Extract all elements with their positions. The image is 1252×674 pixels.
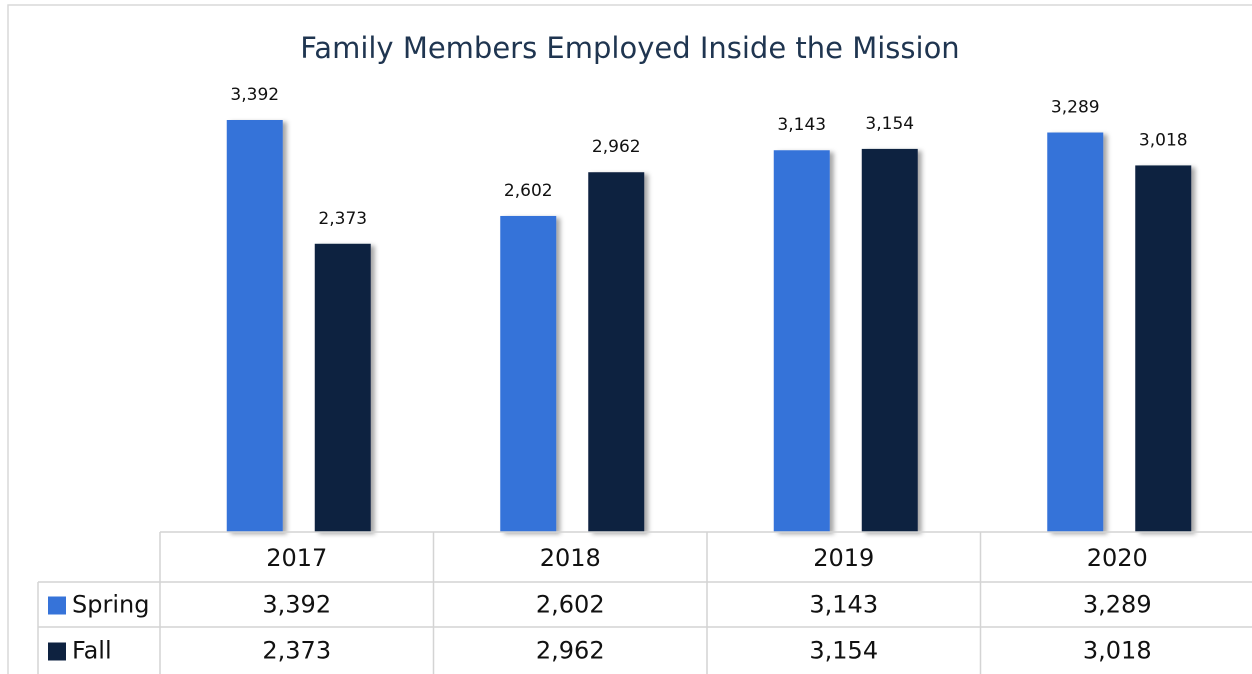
x-tick-label: 2017: [266, 544, 327, 572]
bar: [500, 215, 557, 532]
table-cell: 2,962: [536, 637, 605, 665]
legend-key: [48, 642, 66, 661]
data-label: 3,392: [230, 85, 279, 105]
data-label: 2,373: [318, 209, 367, 229]
bar: [226, 120, 283, 532]
data-label: 2,962: [592, 137, 641, 157]
bar: [1047, 132, 1104, 532]
table-cell: 3,154: [809, 637, 878, 665]
table-cell: 3,018: [1083, 637, 1152, 665]
legend-key: [48, 596, 66, 615]
table-cell: 2,602: [536, 591, 605, 619]
bar: [773, 150, 830, 532]
table-cell: 3,143: [809, 591, 878, 619]
bar: [1135, 165, 1192, 532]
legend-label: Spring: [72, 591, 149, 619]
data-label: 3,143: [777, 115, 826, 135]
table-cell: 2,373: [262, 637, 331, 665]
data-label: 3,289: [1051, 98, 1100, 118]
data-label: 2,602: [504, 181, 553, 201]
chart-frame: [7, 4, 1252, 674]
table-cell: 3,289: [1083, 591, 1152, 619]
bar: [861, 148, 918, 532]
data-label: 3,018: [1139, 130, 1188, 150]
table-cell: 3,392: [262, 591, 331, 619]
x-tick-label: 2019: [813, 544, 874, 572]
x-tick-label: 2018: [540, 544, 601, 572]
data-label: 3,154: [865, 114, 914, 134]
bar: [588, 172, 645, 533]
x-tick-label: 2020: [1087, 544, 1148, 572]
bar: [314, 243, 371, 532]
legend-label: Fall: [72, 637, 112, 665]
chart-title: Family Members Employed Inside the Missi…: [300, 31, 959, 65]
